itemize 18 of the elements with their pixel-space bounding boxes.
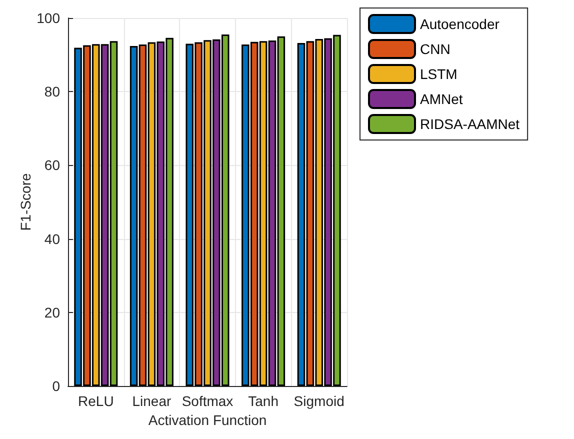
y-tick-label: 100: [36, 10, 60, 26]
legend-label: Autoencoder: [420, 16, 500, 32]
x-tick-label: Linear: [132, 393, 172, 409]
y-tick-label: 0: [52, 378, 60, 394]
legend-label: LSTM: [420, 66, 458, 82]
x-tick-label: Tanh: [248, 393, 278, 409]
legend-label: RIDSA-AAMNet: [420, 116, 520, 132]
y-tick-label: 80: [44, 84, 60, 100]
y-tick-label: 60: [44, 157, 60, 174]
x-tick-label: Softmax: [182, 393, 234, 409]
y-tick-label: 20: [44, 304, 60, 320]
legend-label: AMNet: [420, 91, 463, 107]
y-axis-title: F1-Score: [18, 173, 34, 231]
x-tick-label: ReLU: [78, 393, 114, 409]
x-tick-label: Sigmoid: [294, 393, 344, 409]
legend-label: CNN: [420, 41, 450, 57]
y-tick-label: 40: [44, 230, 60, 247]
x-axis-title: Activation Function: [148, 412, 267, 428]
